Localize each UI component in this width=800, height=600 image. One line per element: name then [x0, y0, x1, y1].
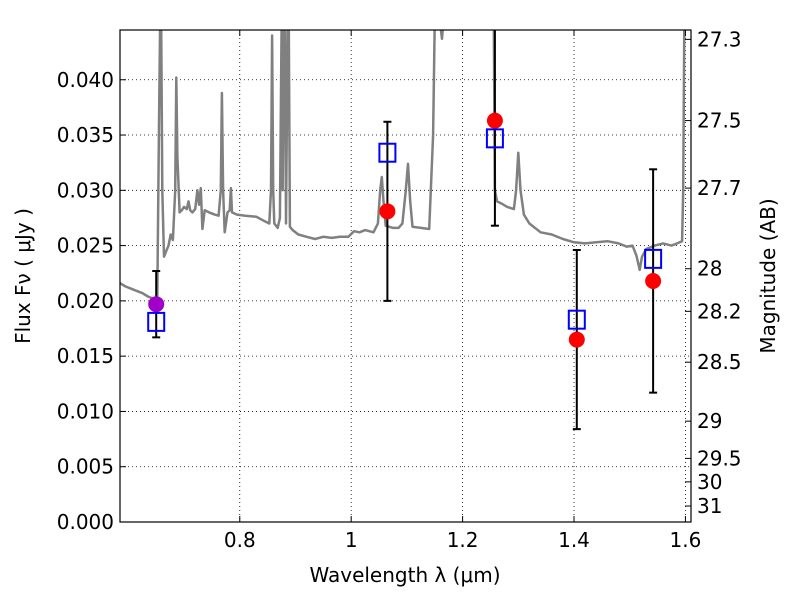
y-tick-label: 0.035 [57, 123, 114, 147]
y-tick-label: 0.005 [57, 455, 114, 479]
y2-axis-label: Magnitude (AB) [756, 198, 780, 353]
y2-tick-label: 30 [697, 470, 722, 494]
observed-flux-point [568, 331, 585, 348]
grid [120, 30, 691, 522]
x-tick-label: 1.4 [558, 528, 590, 552]
model-flux-square [147, 311, 166, 332]
model-flux-square [644, 248, 663, 269]
spectrum-line [120, 30, 686, 300]
y-tick-label: 0.040 [57, 68, 114, 92]
y-axis-label: Flux Fν ( μJy ) [11, 208, 35, 344]
y2-tick-label: 27.3 [697, 27, 742, 51]
y-tick-label: 0.015 [57, 344, 114, 368]
y2-tick-label: 28.2 [697, 299, 742, 323]
y2-tick-label: 28.5 [697, 350, 742, 374]
y-tick-label: 0.030 [57, 178, 114, 202]
y-tick-label: 0.010 [57, 399, 114, 423]
model-flux-square [567, 309, 586, 330]
y2-tick-label: 27.5 [697, 109, 742, 133]
observed-flux-point [645, 272, 662, 289]
x-tick-label: 0.8 [224, 528, 256, 552]
observed-flux-point [148, 296, 165, 313]
y2-tick-label: 31 [697, 494, 722, 518]
plot-area [120, 30, 686, 431]
y2-tick-label: 29 [697, 409, 722, 433]
observed-flux-point [379, 203, 396, 220]
x-axis-label: Wavelength λ (μm) [309, 563, 500, 587]
x-tick-label: 1.6 [670, 528, 702, 552]
model-flux-square [378, 142, 397, 163]
observed-flux-point [486, 112, 503, 129]
y-tick-label: 0.000 [57, 510, 114, 534]
y-tick-label: 0.025 [57, 234, 114, 258]
y2-tick-label: 27.7 [697, 176, 742, 200]
model-flux-square [485, 128, 504, 149]
axis-ticks: 0.8 1 1.2 1.4 1.6 0.000 0.005 0.010 0.015 0.020 0.… [57, 27, 742, 552]
plot-frame [119, 29, 692, 523]
y-tick-label: 0.020 [57, 289, 114, 313]
y2-tick-label: 29.5 [697, 446, 742, 470]
x-tick-label: 1.2 [447, 528, 479, 552]
y2-tick-label: 28 [697, 257, 722, 281]
x-tick-label: 1 [345, 528, 358, 552]
